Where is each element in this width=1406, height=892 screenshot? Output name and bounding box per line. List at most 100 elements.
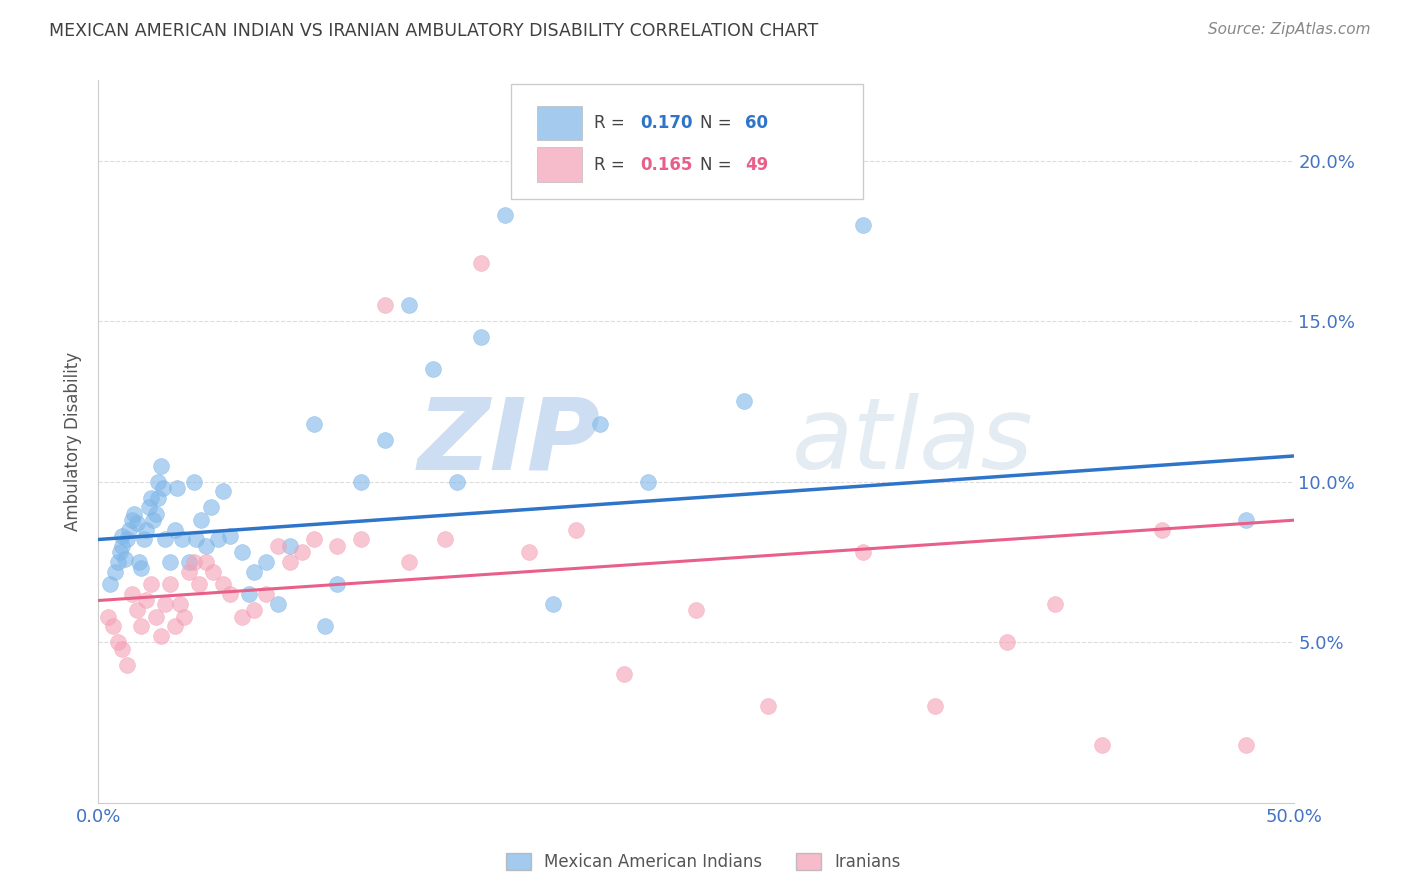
Text: 60: 60 <box>745 114 768 132</box>
Legend: Mexican American Indians, Iranians: Mexican American Indians, Iranians <box>498 845 908 880</box>
Point <box>152 481 174 495</box>
Point <box>422 362 444 376</box>
Point <box>107 635 129 649</box>
Point <box>183 555 205 569</box>
Point <box>470 330 492 344</box>
Point <box>1234 513 1257 527</box>
Point <box>108 545 131 559</box>
Point <box>163 619 186 633</box>
Point <box>139 491 162 505</box>
Text: Source: ZipAtlas.com: Source: ZipAtlas.com <box>1208 22 1371 37</box>
Point <box>1043 597 1066 611</box>
Point <box>135 593 157 607</box>
Text: atlas: atlas <box>792 393 1033 490</box>
Text: N =: N = <box>700 156 737 174</box>
Point <box>98 577 122 591</box>
Point <box>121 513 143 527</box>
Point <box>111 539 134 553</box>
Point <box>115 657 138 672</box>
Point <box>637 475 659 489</box>
Point <box>211 484 233 499</box>
Text: N =: N = <box>700 114 737 132</box>
Point <box>115 533 138 547</box>
Point <box>267 539 290 553</box>
Point <box>291 545 314 559</box>
Point <box>733 394 755 409</box>
Point <box>315 619 337 633</box>
Point <box>374 433 396 447</box>
Point <box>852 545 875 559</box>
Text: R =: R = <box>595 114 630 132</box>
Point <box>238 587 260 601</box>
Point <box>155 533 177 547</box>
FancyBboxPatch shape <box>537 147 582 182</box>
Point <box>132 533 155 547</box>
Point <box>517 545 540 559</box>
Point <box>179 565 201 579</box>
Point <box>254 587 277 601</box>
Point <box>685 603 707 617</box>
Point <box>200 500 222 515</box>
Point <box>243 565 266 579</box>
Point <box>231 609 253 624</box>
Point <box>756 699 779 714</box>
Point <box>148 491 170 505</box>
Point <box>374 298 396 312</box>
Point <box>195 555 218 569</box>
Y-axis label: Ambulatory Disability: Ambulatory Disability <box>65 352 83 531</box>
Point <box>155 597 177 611</box>
Point <box>195 539 218 553</box>
Text: 0.170: 0.170 <box>640 114 692 132</box>
Point <box>398 298 420 312</box>
Point <box>1234 738 1257 752</box>
Point <box>111 641 134 656</box>
Point <box>125 516 148 531</box>
Point <box>1091 738 1114 752</box>
Point <box>131 619 153 633</box>
Point <box>138 500 160 515</box>
Point <box>159 577 181 591</box>
Point <box>202 565 225 579</box>
Point <box>278 555 301 569</box>
Point <box>494 208 516 222</box>
Point <box>135 523 157 537</box>
Point <box>104 565 127 579</box>
Point <box>565 523 588 537</box>
Text: R =: R = <box>595 156 630 174</box>
Point <box>219 587 242 601</box>
Text: MEXICAN AMERICAN INDIAN VS IRANIAN AMBULATORY DISABILITY CORRELATION CHART: MEXICAN AMERICAN INDIAN VS IRANIAN AMBUL… <box>49 22 818 40</box>
Point <box>278 539 301 553</box>
Point <box>125 603 148 617</box>
Point <box>1152 523 1174 537</box>
Point <box>101 619 124 633</box>
Point <box>541 597 564 611</box>
Point <box>326 577 349 591</box>
Point <box>139 577 162 591</box>
Text: 0.165: 0.165 <box>640 156 692 174</box>
Point <box>243 603 266 617</box>
Point <box>149 629 172 643</box>
Point <box>190 513 212 527</box>
Point <box>207 533 229 547</box>
Point <box>398 555 420 569</box>
Point <box>231 545 253 559</box>
Point <box>131 561 153 575</box>
Point <box>172 533 194 547</box>
Point <box>852 218 875 232</box>
Point <box>350 533 373 547</box>
Point <box>267 597 290 611</box>
Point <box>186 533 208 547</box>
Point <box>589 417 612 431</box>
Point <box>118 523 141 537</box>
Text: ZIP: ZIP <box>418 393 600 490</box>
Point <box>124 507 146 521</box>
Point <box>470 256 492 270</box>
Point <box>302 533 325 547</box>
Point <box>211 577 233 591</box>
Point <box>326 539 349 553</box>
Point <box>121 587 143 601</box>
Point <box>446 475 468 489</box>
Point <box>128 555 150 569</box>
Point <box>179 555 201 569</box>
Point <box>142 513 165 527</box>
